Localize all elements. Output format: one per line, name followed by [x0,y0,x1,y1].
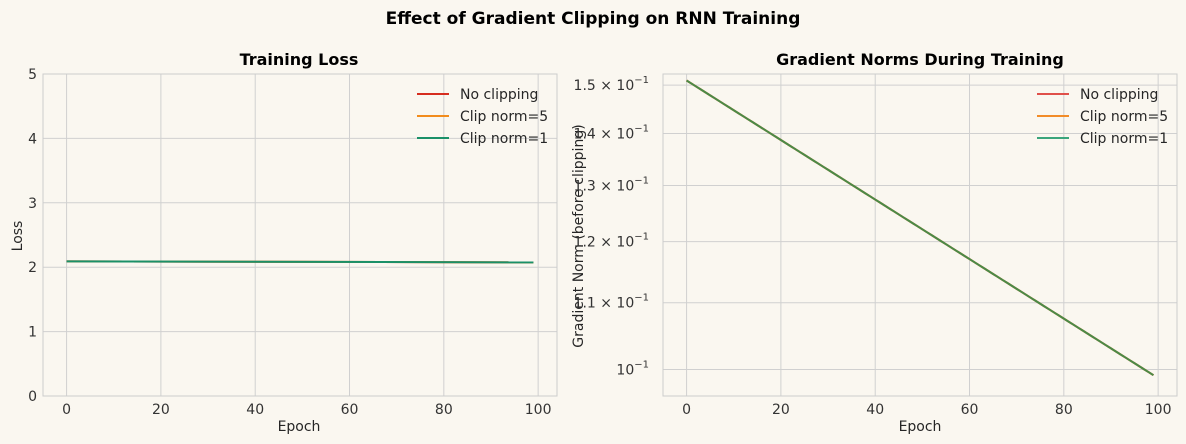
y-tick-label: 4 [28,131,37,147]
x-tick-label: 60 [341,402,359,418]
training-loss-panel: Training Loss Epoch Loss 0 20 40 60 80 100 0 1 2… [10,50,558,435]
gradient-norms-xlabel: Epoch [899,419,942,435]
y-tick-label: 1.4 × 10−1 [574,124,649,143]
y-tick-label: 3 [28,196,37,212]
training-loss-legend: No clipping Clip norm=5 Clip norm=1 [417,87,548,147]
y-tick-label: 5 [28,67,37,83]
plot-frame [42,73,558,397]
gradient-norms-ticks: 0 20 40 60 80 100 10−1 1.1 × 10−1 1.2 × 10−1 1.3 … [574,75,1172,418]
gradient-norms-legend: No clipping Clip norm=5 Clip norm=1 [1037,87,1168,147]
y-tick-label: 1.2 × 10−1 [574,232,649,251]
x-tick-label: 20 [772,402,790,418]
x-tick-label: 100 [525,402,552,418]
legend-label: No clipping [460,87,538,103]
y-tick-label: 0 [28,389,37,405]
legend-label: No clipping [1080,87,1158,103]
x-tick-label: 60 [961,402,979,418]
legend-label: Clip norm=1 [1080,131,1168,147]
training-loss-ticks: 0 20 40 60 80 100 0 1 2 3 4 5 [28,67,551,418]
gradient-norms-panel: Gradient Norms During Training Epoch Gra… [571,50,1178,435]
y-tick-label: 1.5 × 10−1 [574,75,649,94]
legend-label: Clip norm=5 [460,109,548,125]
training-loss-ylabel: Loss [10,221,26,252]
x-tick-label: 80 [435,402,453,418]
gradient-norms-ylabel: Gradient Norm (before clipping) [571,124,587,347]
x-tick-label: 100 [1145,402,1172,418]
plot-area [663,74,1177,396]
training-loss-grid [42,73,558,397]
x-tick-label: 0 [62,402,71,418]
figure-suptitle: Effect of Gradient Clipping on RNN Train… [386,9,801,29]
x-tick-label: 40 [866,402,884,418]
plot-area [43,74,557,396]
y-tick-label: 1 [28,325,37,341]
legend-label: Clip norm=1 [460,131,548,147]
y-tick-label: 2 [28,260,37,276]
y-tick-label: 1.1 × 10−1 [574,293,649,312]
y-tick-label: 10−1 [616,360,649,379]
y-tick-label: 1.3 × 10−1 [574,176,649,195]
x-tick-label: 0 [682,402,691,418]
gradient-norms-title: Gradient Norms During Training [776,50,1064,69]
x-tick-label: 20 [152,402,170,418]
training-loss-lines [66,260,534,264]
training-loss-title: Training Loss [240,50,359,69]
series-line-clip-norm-1 [66,260,534,264]
gradient-norms-lines [686,79,1154,377]
x-tick-label: 40 [246,402,264,418]
gradient-norms-grid [662,73,1178,397]
training-loss-xlabel: Epoch [278,419,321,435]
legend-label: Clip norm=5 [1080,109,1168,125]
x-tick-label: 80 [1055,402,1073,418]
series-line-clip-norm-1 [686,79,1154,377]
plot-frame [662,73,1178,397]
